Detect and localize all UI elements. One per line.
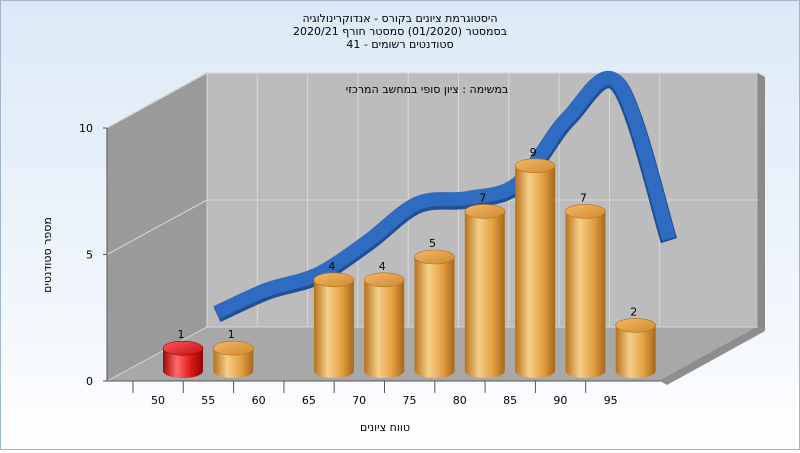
x-tick-label: 70 xyxy=(352,394,366,407)
back-wall-edge xyxy=(758,73,765,331)
x-axis-ticks: 50 55 60 65 70 75 80 85 90 95 xyxy=(132,381,618,407)
distribution-curve xyxy=(213,70,678,323)
bar-75 xyxy=(414,249,455,378)
bar-cap xyxy=(615,318,657,333)
bar-80 xyxy=(464,204,506,378)
x-tick-label: 50 xyxy=(151,394,165,407)
curve-ribbon xyxy=(214,70,676,319)
bar-50 xyxy=(162,340,204,378)
bar-body xyxy=(464,211,505,378)
x-axis-title: טווח ציונים xyxy=(360,421,410,434)
bar-cap xyxy=(464,204,506,219)
bar-value-label: 7 xyxy=(479,191,486,204)
gridline-side xyxy=(106,72,208,129)
y-tick-label: 5 xyxy=(86,249,93,262)
bar-value-label: 7 xyxy=(580,191,587,204)
bar-70 xyxy=(363,272,405,378)
chart-title-line-2: בסמסטר (01/2020) סמסטר חורף 2020/21 xyxy=(293,25,507,38)
bar-value-label: 2 xyxy=(630,305,637,318)
y-tick-label: 0 xyxy=(86,375,93,388)
chart-title-line-1: היסטוגרמת ציונים בקורס - אנדוקרינולוגיה xyxy=(302,12,497,25)
bars xyxy=(162,158,657,378)
x-tick-label: 60 xyxy=(252,394,266,407)
bar-cap xyxy=(213,340,254,356)
x-tick-label: 85 xyxy=(503,394,517,407)
bar-body xyxy=(364,279,405,378)
gridline-side xyxy=(106,326,208,382)
y-axis-ticks: 0 5 10 xyxy=(79,122,107,388)
x-tick-label: 80 xyxy=(453,394,467,407)
y-tick-label: 10 xyxy=(79,122,93,135)
bar-value-label: 4 xyxy=(328,260,335,273)
bar-body xyxy=(163,348,203,378)
bar-body xyxy=(213,348,254,378)
bar-value-label: 4 xyxy=(379,260,386,273)
x-tick-label: 90 xyxy=(553,394,567,407)
bar-body xyxy=(565,211,606,378)
bar-95 xyxy=(615,318,657,378)
x-tick-label: 95 xyxy=(604,394,618,407)
bar-value-label: 1 xyxy=(178,328,185,341)
bar-value-labels: 1 1 4 4 5 7 9 7 2 xyxy=(178,146,638,341)
bar-value-label: 9 xyxy=(530,146,537,159)
bar-cap xyxy=(313,272,355,288)
bar-body xyxy=(414,257,455,378)
bar-body xyxy=(615,325,656,378)
bar-cap xyxy=(162,340,204,356)
bar-cap xyxy=(414,249,455,265)
bar-cap xyxy=(565,204,606,219)
bar-body xyxy=(515,165,556,378)
bar-cap xyxy=(514,158,556,174)
x-tick-label: 55 xyxy=(201,394,215,407)
bar-90 xyxy=(565,204,606,378)
y-axis-title: מספר סטודנטים xyxy=(41,217,54,293)
bar-65 xyxy=(313,272,355,378)
bar-value-label: 1 xyxy=(228,328,235,341)
bar-body xyxy=(313,279,354,378)
chart-subtitle: במשימה : ציון סופי במחשב המרכזי xyxy=(346,83,509,96)
bar-cap xyxy=(363,272,405,288)
chart-title-line-3: סטודנטים רשומים - 41 xyxy=(346,38,453,51)
floor-edge xyxy=(660,327,765,385)
x-tick-label: 65 xyxy=(302,394,316,407)
x-tick-label: 75 xyxy=(403,394,417,407)
bar-value-label: 5 xyxy=(429,237,436,250)
bar-85 xyxy=(514,158,556,378)
bar-55 xyxy=(213,340,254,378)
gridline-side xyxy=(106,199,208,255)
